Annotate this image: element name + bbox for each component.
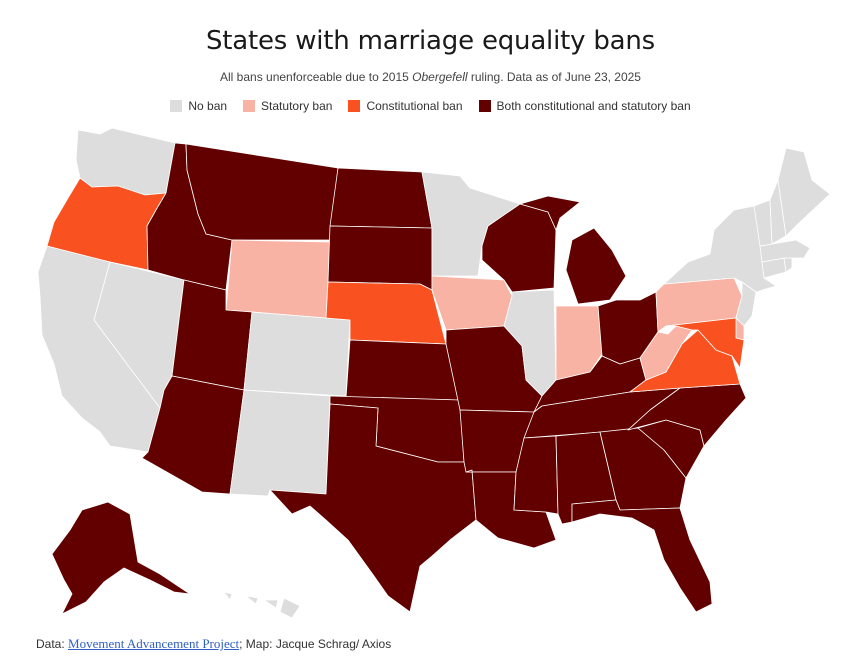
state-MA[interactable]	[759, 239, 811, 263]
state-IN[interactable]	[555, 305, 603, 381]
legend-label-constitutional: Constitutional ban	[366, 99, 463, 113]
legend-swatch-statutory	[243, 100, 256, 112]
state-ND[interactable]	[329, 167, 433, 229]
legend-label-statutory: Statutory ban	[261, 99, 333, 113]
state-IA[interactable]	[431, 275, 513, 331]
subtitle-prefix: All bans unenforceable due to 2015	[220, 70, 413, 84]
source-prefix: Data:	[36, 637, 69, 651]
legend-item-both: Both constitutional and statutory ban	[478, 99, 691, 113]
state-AK[interactable]	[51, 501, 191, 615]
state-CO[interactable]	[243, 311, 351, 397]
legend-swatch-no-ban	[170, 100, 183, 112]
state-WY[interactable]	[225, 239, 331, 319]
legend-swatch-constitutional	[348, 100, 361, 112]
state-IL[interactable]	[503, 289, 557, 397]
source-link[interactable]: Movement Advancement Project	[68, 636, 240, 651]
state-MD[interactable]	[665, 317, 745, 369]
source-suffix: ; Map: Jacque Schrag/ Axios	[239, 637, 392, 651]
state-HI[interactable]	[223, 591, 301, 619]
state-SD[interactable]	[327, 225, 433, 291]
legend-item-no-ban: No ban	[170, 99, 227, 113]
subtitle-suffix: ruling. Data as of June 23, 2025	[467, 70, 641, 84]
legend-label-no-ban: No ban	[188, 99, 228, 113]
legend: No ban Statutory ban Constitutional ban …	[0, 99, 861, 113]
state-FL[interactable]	[571, 499, 713, 613]
us-state-map	[37, 127, 831, 619]
state-WA[interactable]	[75, 127, 176, 196]
map-subtitle: All bans unenforceable due to 2015 Oberg…	[0, 70, 861, 84]
subtitle-case-name: Obergefell	[412, 70, 468, 84]
map-title: States with marriage equality bans	[205, 26, 656, 56]
state-MI[interactable]	[519, 195, 627, 305]
legend-label-both: Both constitutional and statutory ban	[496, 99, 691, 113]
source-line: Data: Movement Advancement Project; Map:…	[36, 636, 391, 652]
state-MT[interactable]	[185, 143, 339, 241]
legend-item-statutory: Statutory ban	[243, 99, 332, 113]
legend-swatch-both	[478, 100, 491, 112]
state-ME[interactable]	[777, 147, 831, 237]
state-KS[interactable]	[345, 339, 461, 401]
legend-item-constitutional: Constitutional ban	[348, 99, 463, 113]
state-NM[interactable]	[229, 389, 331, 497]
state-TX[interactable]	[269, 403, 477, 613]
